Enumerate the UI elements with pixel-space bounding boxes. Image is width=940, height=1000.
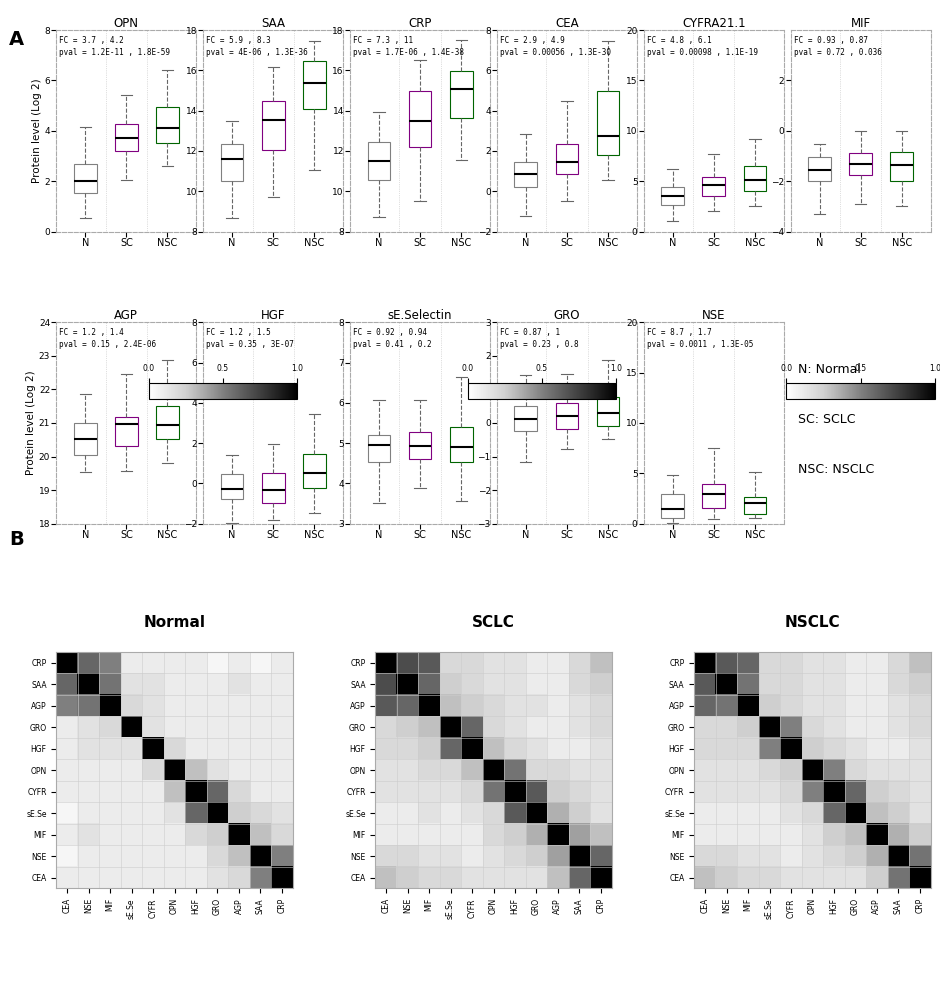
PathPatch shape (156, 406, 179, 439)
PathPatch shape (115, 417, 137, 446)
PathPatch shape (450, 427, 473, 462)
PathPatch shape (514, 406, 537, 431)
Text: A: A (9, 30, 24, 49)
Title: SCLC: SCLC (472, 615, 515, 630)
PathPatch shape (368, 142, 390, 180)
PathPatch shape (115, 124, 137, 151)
PathPatch shape (662, 187, 684, 205)
PathPatch shape (221, 144, 243, 181)
Text: FC = 1.2 , 1.5
pval = 0.35 , 3E-07: FC = 1.2 , 1.5 pval = 0.35 , 3E-07 (206, 328, 294, 349)
PathPatch shape (556, 144, 578, 174)
PathPatch shape (514, 162, 537, 187)
Text: FC = 2.9 , 4.9
pval = 0.00056 , 1.3E-30: FC = 2.9 , 4.9 pval = 0.00056 , 1.3E-30 (500, 36, 611, 57)
Title: CRP: CRP (408, 17, 431, 30)
PathPatch shape (409, 91, 431, 147)
Title: CYFRA21.1: CYFRA21.1 (682, 17, 745, 30)
Text: SC: SCLC: SC: SCLC (798, 413, 855, 426)
PathPatch shape (74, 423, 97, 455)
PathPatch shape (221, 474, 243, 499)
Text: FC = 0.93 , 0.87
pval = 0.72 , 0.036: FC = 0.93 , 0.87 pval = 0.72 , 0.036 (793, 36, 882, 57)
Text: FC = 1.2 , 1.4
pval = 0.15 , 2.4E-06: FC = 1.2 , 1.4 pval = 0.15 , 2.4E-06 (59, 328, 156, 349)
PathPatch shape (744, 166, 766, 191)
Y-axis label: Protein level (Log 2): Protein level (Log 2) (32, 78, 41, 183)
PathPatch shape (368, 435, 390, 462)
PathPatch shape (850, 153, 872, 175)
Title: Normal: Normal (144, 615, 206, 630)
PathPatch shape (808, 157, 831, 181)
Y-axis label: Protein level (Log 2): Protein level (Log 2) (26, 371, 36, 475)
PathPatch shape (890, 152, 913, 181)
PathPatch shape (662, 494, 684, 518)
PathPatch shape (156, 107, 179, 143)
Title: sE.Selectin: sE.Selectin (388, 309, 452, 322)
Text: FC = 7.3 , 11
pval = 1.7E-06 , 1.4E-38: FC = 7.3 , 11 pval = 1.7E-06 , 1.4E-38 (352, 36, 464, 57)
PathPatch shape (450, 71, 473, 118)
PathPatch shape (303, 61, 325, 109)
Title: OPN: OPN (114, 17, 139, 30)
Text: FC = 0.92 , 0.94
pval = 0.41 , 0.2: FC = 0.92 , 0.94 pval = 0.41 , 0.2 (352, 328, 431, 349)
Title: GRO: GRO (554, 309, 580, 322)
PathPatch shape (702, 177, 725, 196)
Text: NSC: NSCLC: NSC: NSCLC (798, 463, 874, 476)
Title: SAA: SAA (261, 17, 285, 30)
PathPatch shape (262, 473, 285, 503)
PathPatch shape (409, 432, 431, 459)
Text: FC = 4.8 , 6.1
pval = 0.00098 , 1.1E-19: FC = 4.8 , 6.1 pval = 0.00098 , 1.1E-19 (647, 36, 758, 57)
Text: N: Normal: N: Normal (798, 363, 861, 376)
Text: FC = 0.87 , 1
pval = 0.23 , 0.8: FC = 0.87 , 1 pval = 0.23 , 0.8 (500, 328, 578, 349)
Text: FC = 8.7 , 1.7
pval = 0.0011 , 1.3E-05: FC = 8.7 , 1.7 pval = 0.0011 , 1.3E-05 (647, 328, 753, 349)
PathPatch shape (702, 484, 725, 508)
PathPatch shape (303, 454, 325, 488)
PathPatch shape (744, 497, 766, 514)
Title: HGF: HGF (261, 309, 286, 322)
Title: NSCLC: NSCLC (785, 615, 840, 630)
Title: MIF: MIF (851, 17, 870, 30)
Text: B: B (9, 530, 24, 549)
PathPatch shape (597, 91, 619, 155)
Text: FC = 5.9 , 8.3
pval = 4E-06 , 1.3E-36: FC = 5.9 , 8.3 pval = 4E-06 , 1.3E-36 (206, 36, 307, 57)
PathPatch shape (262, 101, 285, 150)
Title: CEA: CEA (556, 17, 579, 30)
Text: FC = 3.7 , 4.2
pval = 1.2E-11 , 1.8E-59: FC = 3.7 , 4.2 pval = 1.2E-11 , 1.8E-59 (59, 36, 170, 57)
PathPatch shape (597, 397, 619, 426)
Title: NSE: NSE (702, 309, 726, 322)
PathPatch shape (74, 164, 97, 193)
PathPatch shape (556, 403, 578, 429)
Title: AGP: AGP (115, 309, 138, 322)
